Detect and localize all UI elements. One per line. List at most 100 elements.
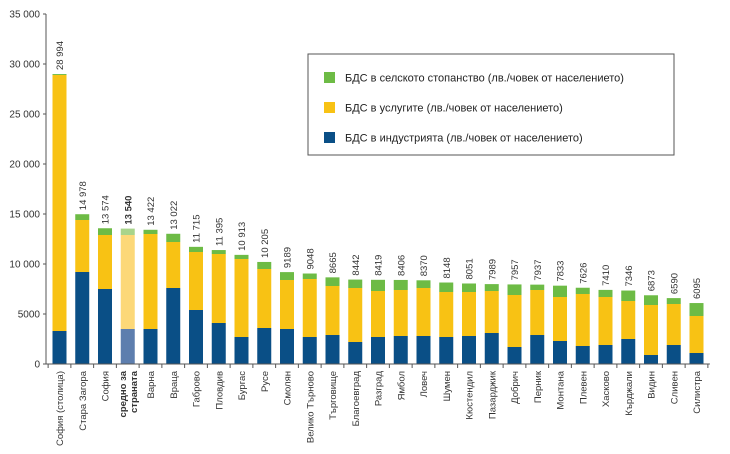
category-label: Смолян <box>283 371 294 405</box>
bar-segment-services <box>211 254 226 323</box>
category-label-line: Стара Загора <box>78 370 89 430</box>
bar-segment-agriculture <box>234 254 249 259</box>
category-label-line: Сливен <box>669 371 680 404</box>
bar-segment-agriculture <box>280 272 294 280</box>
total-value-label: 11 715 <box>192 214 203 242</box>
bar-stack <box>530 284 545 364</box>
bar-segment-services <box>439 292 454 337</box>
total-value-label: 13 422 <box>146 197 157 226</box>
legend-label: БДС в селското стопанство (лв./човек от … <box>345 73 624 85</box>
category-label: Сливен <box>669 371 680 404</box>
bar-segment-services <box>393 290 408 336</box>
bar-segment-services <box>189 252 203 310</box>
total-value-label: 7957 <box>510 259 521 280</box>
bar-stack <box>371 279 385 364</box>
bar-segment-services <box>234 259 249 337</box>
bar-stack <box>393 279 408 364</box>
category-label-line: Ловеч <box>419 371 430 397</box>
bar-segment-industry <box>257 328 272 364</box>
bar-segment-agriculture <box>666 298 681 304</box>
category-label: Пловдив <box>214 371 225 410</box>
category-label-line: Хасково <box>601 371 612 407</box>
bar-segment-services <box>530 290 545 335</box>
category-label: Велико Търново <box>305 371 316 443</box>
bar-segment-services <box>257 269 272 328</box>
bar-stack <box>325 277 340 364</box>
bar-segment-agriculture <box>507 284 522 295</box>
bar-segment-industry <box>234 337 249 364</box>
bar-segment-industry <box>598 345 613 364</box>
category-label-line: София (столица) <box>55 371 66 446</box>
bar-segment-industry <box>439 337 454 364</box>
total-value-label: 10 913 <box>237 222 248 251</box>
bar-segment-industry <box>530 335 545 364</box>
total-labels: 28 994 14 978 13 574 13 540 13 422 13 022 11 7… <box>55 41 703 299</box>
total-value-label: 13 574 <box>101 195 112 224</box>
bar-segment-industry <box>416 336 431 364</box>
bar-segment-industry <box>120 329 135 364</box>
bar-segment-industry <box>621 339 636 364</box>
bar-segment-services <box>302 279 317 337</box>
bar-segment-agriculture <box>302 273 317 279</box>
bar-segment-industry <box>280 329 294 364</box>
bar-segment-industry <box>507 347 522 364</box>
category-label-line: Добрич <box>510 371 521 404</box>
total-value-label: 8419 <box>374 255 385 276</box>
total-value-label: 8370 <box>419 255 430 276</box>
bar-segment-agriculture <box>189 246 203 252</box>
total-value-label: 7626 <box>578 263 589 284</box>
category-label: Варна <box>146 370 157 398</box>
bar-segment-agriculture <box>348 279 363 288</box>
bar-segment-agriculture <box>52 74 67 75</box>
total-value-label: 14 978 <box>78 181 89 210</box>
bar-segment-agriculture <box>689 303 704 316</box>
category-label-line: Велико Търново <box>305 371 316 443</box>
legend-swatch <box>324 132 335 143</box>
bar-stack <box>143 229 158 364</box>
category-label: Бургас <box>237 371 248 400</box>
bar-segment-industry <box>98 289 112 364</box>
bar-segment-agriculture <box>75 214 90 220</box>
bar-segment-industry <box>348 342 363 364</box>
category-label-line: Кърджали <box>624 371 635 416</box>
bar-stack <box>189 246 203 364</box>
bar-stack <box>166 233 181 364</box>
category-label-line: София <box>101 371 112 401</box>
bar-segment-agriculture <box>325 277 340 286</box>
bar-segment-agriculture <box>211 250 226 254</box>
bar-segment-agriculture <box>462 283 476 292</box>
bar-segment-services <box>484 291 499 333</box>
legend: БДС в селското стопанство (лв./човек от … <box>307 53 675 156</box>
category-label-line: Монтана <box>556 370 567 409</box>
legend-label: БДС в услугите (лв./човек от населението… <box>345 103 563 115</box>
bar-stack <box>416 280 431 364</box>
bar-stack <box>689 303 704 364</box>
bar-segment-services <box>553 297 567 341</box>
bar-segment-industry <box>393 336 408 364</box>
category-label-line: Пловдив <box>214 371 225 410</box>
legend-swatch <box>324 72 335 83</box>
bar-segment-industry <box>166 288 181 364</box>
bar-segment-industry <box>484 333 499 364</box>
y-axis: 0 5000 10 000 15 000 20 000 25 000 30 000 35 00… <box>9 10 47 371</box>
bar-stack <box>462 283 476 364</box>
bar-stack <box>302 273 317 364</box>
bar-segment-industry <box>462 336 476 364</box>
bar-stack <box>666 298 681 364</box>
total-value-label: 6095 <box>692 278 703 299</box>
bar-stack <box>439 282 454 364</box>
y-tick-label: 30 000 <box>9 60 40 71</box>
bar-segment-industry <box>666 345 681 364</box>
category-label: Силистра <box>692 370 703 413</box>
y-tick-label: 0 <box>34 360 40 371</box>
total-value-label: 10 205 <box>260 229 271 258</box>
bar-stack <box>280 272 294 364</box>
bar-segment-industry <box>689 353 704 364</box>
bar-segment-services <box>666 304 681 345</box>
category-label: средно застраната <box>118 370 140 417</box>
total-value-label: 8442 <box>351 254 362 275</box>
category-label: Добрич <box>510 371 521 404</box>
bar-segment-services <box>166 242 181 288</box>
